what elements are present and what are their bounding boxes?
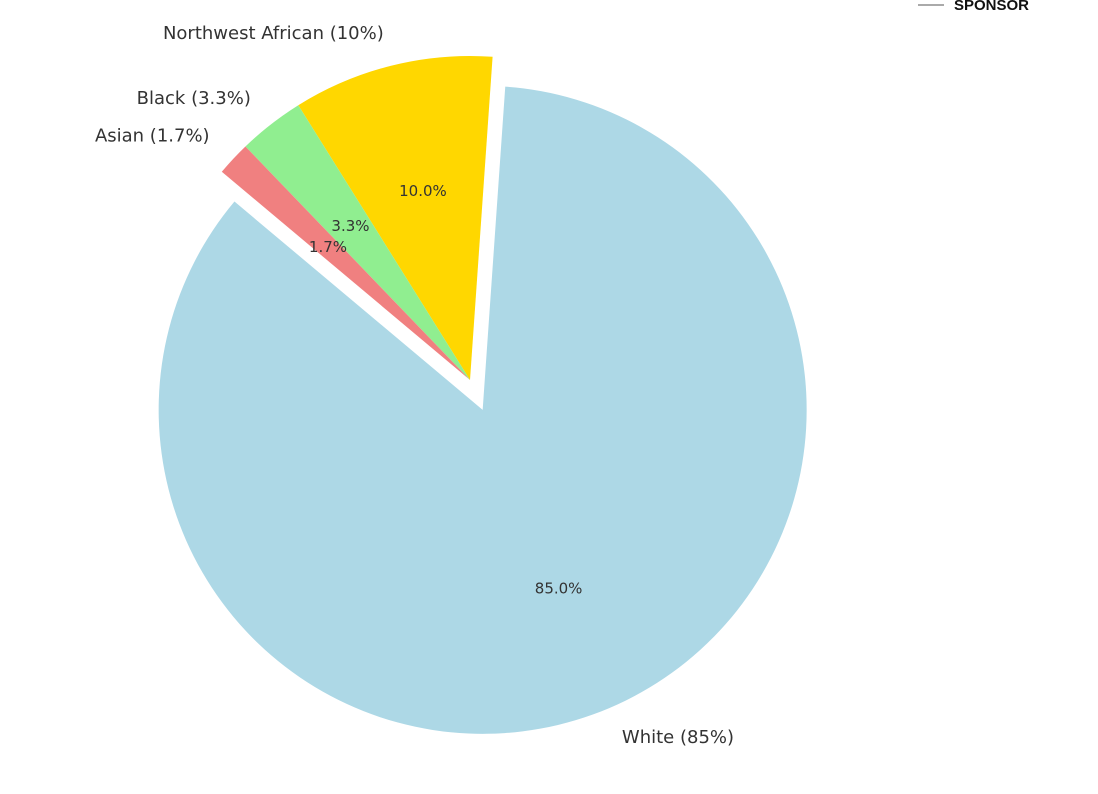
pie-slice xyxy=(158,86,807,734)
percent-label: 10.0% xyxy=(399,182,447,200)
pie-slice xyxy=(221,146,470,380)
slice-label: Asian (1.7%) xyxy=(95,126,210,147)
slice-label: White (85%) xyxy=(622,727,734,748)
percent-label: 85.0% xyxy=(535,579,583,597)
percent-label: 1.7% xyxy=(309,238,347,256)
slice-label: Northwest African (10%) xyxy=(163,23,384,44)
slice-label: Black (3.3%) xyxy=(137,88,251,109)
pie-slice xyxy=(245,105,470,380)
sponsor-label: SPONSOR xyxy=(954,0,1029,14)
pie-slice xyxy=(298,55,493,380)
percent-label: 3.3% xyxy=(331,217,369,235)
